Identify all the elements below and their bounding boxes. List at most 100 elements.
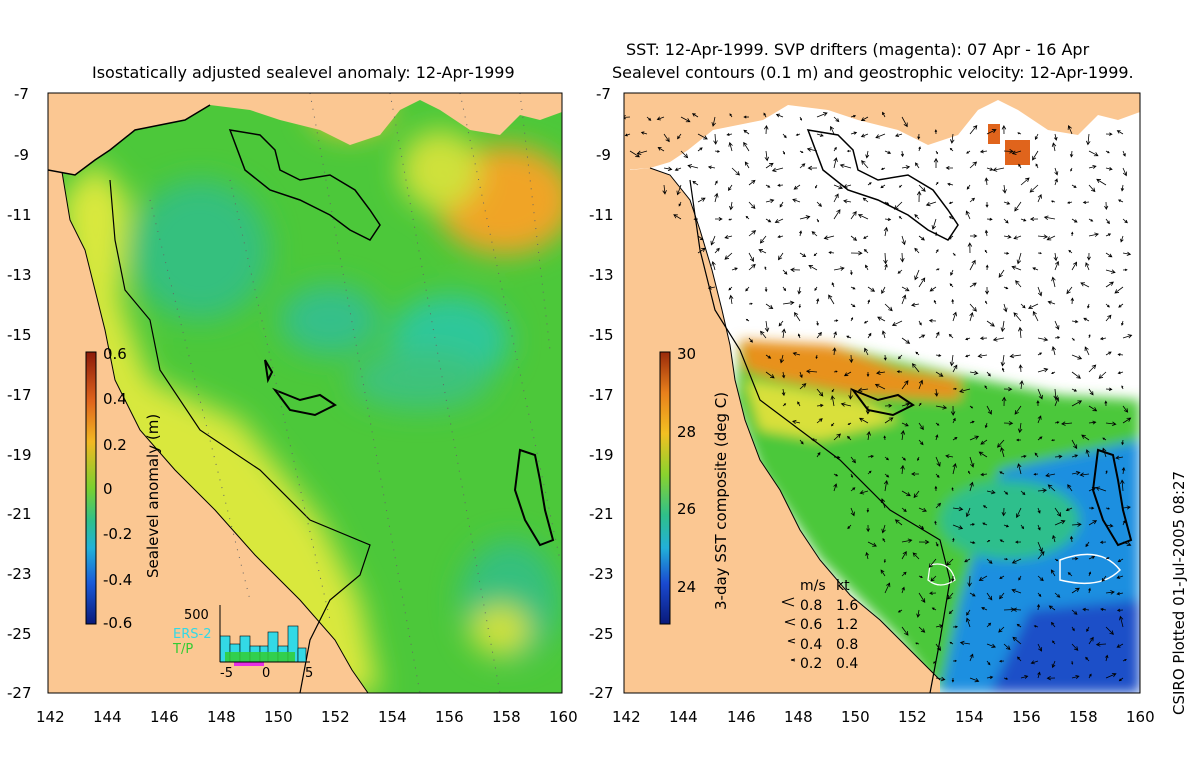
- velocity-arrow: [934, 231, 938, 237]
- velocity-arrow: [697, 133, 708, 140]
- right-lat-tick: -13: [589, 266, 614, 284]
- velocity-arrow: [935, 502, 942, 509]
- velocity-arrow: [1054, 396, 1060, 407]
- velocity-arrow: [850, 507, 855, 517]
- velocity-arrow: [884, 263, 888, 271]
- velocity-arrow: [997, 439, 1005, 448]
- velocity-arrow: [764, 320, 770, 333]
- velocity-arrow: [1068, 249, 1073, 254]
- velocity-arrow: [1019, 380, 1024, 390]
- velocity-arrow: [860, 116, 869, 122]
- velocity-arrow: [765, 303, 774, 310]
- velocity-arrow: [833, 370, 838, 373]
- velocity-arrow: [798, 303, 801, 309]
- velocity-arrow: [1037, 507, 1041, 514]
- velocity-arrow: [1017, 656, 1022, 662]
- velocity-arrow: [1020, 303, 1026, 309]
- velocity-arrow: [1122, 251, 1132, 256]
- velocity-arrow: [901, 294, 907, 305]
- velocity-arrow: [831, 282, 835, 288]
- velocity-arrow: [799, 230, 803, 237]
- velocity-arrow: [1065, 507, 1073, 512]
- velocity-arrow: [951, 298, 955, 305]
- velocity-arrow: [624, 115, 631, 120]
- velocity-arrow: [764, 266, 767, 271]
- velocity-arrow: [948, 333, 954, 339]
- velocity-arrow: [1002, 184, 1007, 194]
- velocity-arrow: [1020, 490, 1026, 496]
- velocity-arrow: [1067, 125, 1073, 135]
- velocity-arrow: [816, 201, 822, 207]
- velocity-arrow: [1000, 320, 1006, 333]
- velocity-arrow: [969, 197, 976, 203]
- velocity-arrow: [1121, 320, 1124, 326]
- velocity-arrow: [882, 537, 886, 543]
- velocity-arrow: [969, 592, 976, 597]
- velocity-arrow: [843, 184, 852, 189]
- velocity-arrow: [1087, 303, 1090, 309]
- velocity-arrow: [731, 267, 738, 271]
- velocity-arrow: [847, 435, 852, 441]
- velocity-arrow: [884, 582, 891, 594]
- right-lat-tick: -27: [589, 684, 614, 702]
- velocity-arrow: [828, 294, 835, 305]
- velocity-arrow: [833, 266, 845, 271]
- velocity-arrow: [1122, 218, 1128, 224]
- velocity-arrow: [952, 311, 957, 322]
- velocity-arrow: [860, 133, 869, 138]
- velocity-arrow: [816, 451, 821, 458]
- velocity-arrow: [1037, 388, 1043, 400]
- sealevel-colorbar-label: Sealevel anomaly (m): [144, 413, 162, 578]
- velocity-arrow: [1020, 177, 1030, 186]
- velocity-arrow: [1001, 507, 1006, 517]
- velocity-arrow: [1071, 470, 1081, 476]
- velocity-arrow: [877, 316, 886, 322]
- velocity-arrow: [792, 198, 801, 203]
- velocity-arrow: [979, 149, 988, 154]
- velocity-arrow: [935, 473, 940, 478]
- velocity-arrow: [1061, 421, 1073, 426]
- velocity-arrow: [901, 422, 909, 427]
- velocity-arrow: [1105, 590, 1115, 595]
- velocity-arrow: [697, 147, 703, 152]
- velocity-arrow: [1016, 438, 1022, 442]
- velocity-arrow: [949, 283, 954, 288]
- velocity-arrow: [1088, 164, 1097, 169]
- velocity-arrow: [1118, 677, 1124, 682]
- velocity-arrow: [1083, 317, 1090, 322]
- velocity-arrow: [1050, 200, 1056, 203]
- velocity-arrow: [1037, 488, 1048, 493]
- velocity-arrow: [985, 201, 989, 208]
- velocity-arrow: [816, 331, 822, 339]
- velocity-arrow: [1066, 286, 1073, 295]
- histogram-xtick: 0: [262, 666, 271, 681]
- right-lat-tick: -17: [589, 386, 614, 404]
- velocity-arrow: [984, 177, 989, 186]
- velocity-arrow: [1011, 265, 1022, 271]
- colorbar-tick: 0.2: [103, 436, 127, 454]
- velocity-arrow: [624, 133, 631, 137]
- velocity-arrow: [763, 112, 767, 118]
- velocity-arrow: [950, 133, 955, 144]
- velocity-arrow: [935, 422, 940, 426]
- velocity-arrow: [876, 370, 886, 375]
- velocity-arrow: [1116, 643, 1124, 648]
- colorbar-tick: -0.4: [103, 571, 133, 589]
- left-lat-tick: -17: [7, 386, 32, 404]
- velocity-arrow: [850, 235, 858, 241]
- velocity-arrow: [986, 320, 995, 327]
- right-lon-tick: 154: [955, 708, 984, 726]
- velocity-arrow: [1071, 184, 1077, 188]
- left-lat-tick: -27: [7, 684, 32, 702]
- left-lon-tick: 148: [207, 708, 236, 726]
- velocity-arrow: [792, 351, 801, 356]
- velocity-arrow: [1071, 261, 1078, 271]
- right-lon-tick: 144: [669, 708, 698, 726]
- velocity-arrow: [814, 286, 818, 291]
- velocity-arrow: [935, 405, 948, 410]
- velocity-arrow: [833, 455, 841, 460]
- velocity-arrow: [726, 133, 733, 137]
- velocity-arrow: [1018, 163, 1022, 169]
- velocity-arrow: [677, 133, 682, 140]
- velocity-arrow: [1051, 346, 1056, 356]
